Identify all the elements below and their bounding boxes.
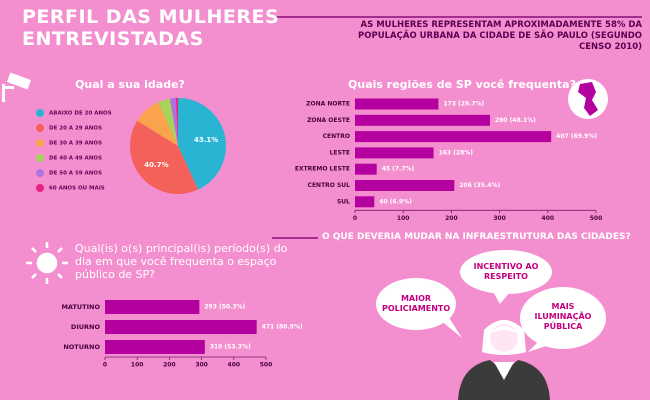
value-label: 40.7%: [144, 161, 168, 169]
value-label: 293 (50.3%): [204, 304, 245, 311]
bar: [355, 114, 490, 126]
bar: [355, 163, 377, 175]
pie-slice: [137, 102, 178, 146]
camera-icon: [2, 72, 32, 102]
speech-bubbles: [376, 250, 606, 352]
legend-label: DE 30 A 39 ANOS: [49, 141, 102, 147]
legend-label: DE 50 A 59 ANOS: [49, 171, 102, 177]
chart-title: Qual(is) o(s) principal(is) período(s) d…: [75, 242, 288, 281]
legend-marker: [36, 169, 44, 177]
title-line: PERFIL DAS MULHERES: [22, 6, 280, 28]
y-tick-label: LESTE: [330, 149, 350, 156]
page-title: PERFIL DAS MULHERES ENTREVISTADAS: [22, 6, 279, 50]
value-label: 163 (28%): [439, 149, 474, 156]
y-tick-label: CENTRO: [323, 133, 350, 140]
bar: [355, 180, 455, 191]
y-tick-label: MATUTINO: [61, 303, 100, 311]
x-tick-label: 0: [353, 215, 357, 222]
legend-label: 60 ANOS OU MAIS: [49, 186, 105, 192]
y-tick-label: CENTRO SUL: [308, 182, 351, 189]
legend-label: ABAIXO DE 20 ANOS: [49, 111, 112, 117]
header-note: AS MULHERES REPRESENTAM APROXIMADAMENTE …: [358, 20, 642, 52]
value-label: 45 (7.7%): [382, 166, 415, 173]
value-label: 40 (6.9%): [379, 198, 412, 205]
x-tick-label: 100: [397, 215, 410, 222]
y-tick-label: ZONA OESTE: [307, 117, 350, 124]
legend-marker: [36, 139, 44, 147]
y-tick-label: EXTREMO LESTE: [295, 166, 350, 173]
value-label: 280 (48.1%): [495, 117, 536, 124]
legend-label: DE 20 A 29 ANOS: [49, 126, 102, 132]
chart-title: Qual a sua idade?: [75, 78, 185, 91]
bar: [105, 340, 205, 354]
pie-slice: [130, 120, 199, 194]
x-tick-label: 200: [163, 362, 176, 369]
title-line: ENTREVISTADAS: [22, 28, 204, 50]
bubble-text: MAIS ILUMINAÇÃO PÚBLICA: [534, 302, 592, 331]
y-tick-label: DIURNO: [71, 323, 101, 331]
chart-title: Quais regiões de SP você frequenta?: [348, 78, 576, 91]
woman-icon: [458, 320, 550, 400]
x-tick-label: 400: [542, 215, 555, 222]
x-tick-label: 100: [131, 362, 144, 369]
bar: [355, 196, 375, 208]
y-tick-label: SUL: [337, 198, 350, 205]
bar: [355, 147, 434, 159]
legend-marker: [36, 184, 44, 192]
legend-marker: [36, 109, 44, 117]
value-label: 471 (80.9%): [262, 324, 303, 331]
bar: [105, 300, 200, 314]
legend-marker: [36, 124, 44, 132]
x-tick-label: 0: [103, 362, 107, 369]
legend-marker: [36, 154, 44, 162]
x-tick-label: 200: [445, 215, 458, 222]
map-icon: [568, 79, 608, 119]
legend-label: DE 40 A 49 ANOS: [49, 156, 102, 162]
sun-icon: [26, 242, 68, 284]
y-tick-label: NOTURNO: [63, 343, 100, 351]
x-tick-label: 500: [260, 362, 273, 369]
section-title: O QUE DEVERIA MUDAR NA INFRAESTRUTURA DA…: [322, 232, 631, 242]
x-tick-label: 300: [493, 215, 506, 222]
value-label: 310 (53.3%): [210, 344, 251, 351]
bubble-text: MAIOR POLICIAMENTO: [382, 294, 451, 313]
pie-slice: [175, 98, 178, 146]
bar: [355, 98, 439, 110]
pie-slice: [158, 98, 178, 146]
pie-slice: [178, 98, 226, 190]
y-tick-label: ZONA NORTE: [306, 101, 350, 108]
x-tick-label: 400: [228, 362, 241, 369]
value-label: 206 (35.4%): [459, 182, 500, 189]
value-label: 173 (29.7%): [443, 101, 484, 108]
bar: [105, 320, 257, 334]
bar: [355, 131, 552, 143]
x-tick-label: 300: [195, 362, 208, 369]
pie-slice: [169, 98, 178, 146]
value-label: 43.1%: [194, 136, 218, 144]
value-label: 407 (69.9%): [556, 133, 597, 140]
x-tick-label: 500: [590, 215, 603, 222]
bubble-text: INCENTIVO AO RESPEITO: [473, 262, 539, 281]
